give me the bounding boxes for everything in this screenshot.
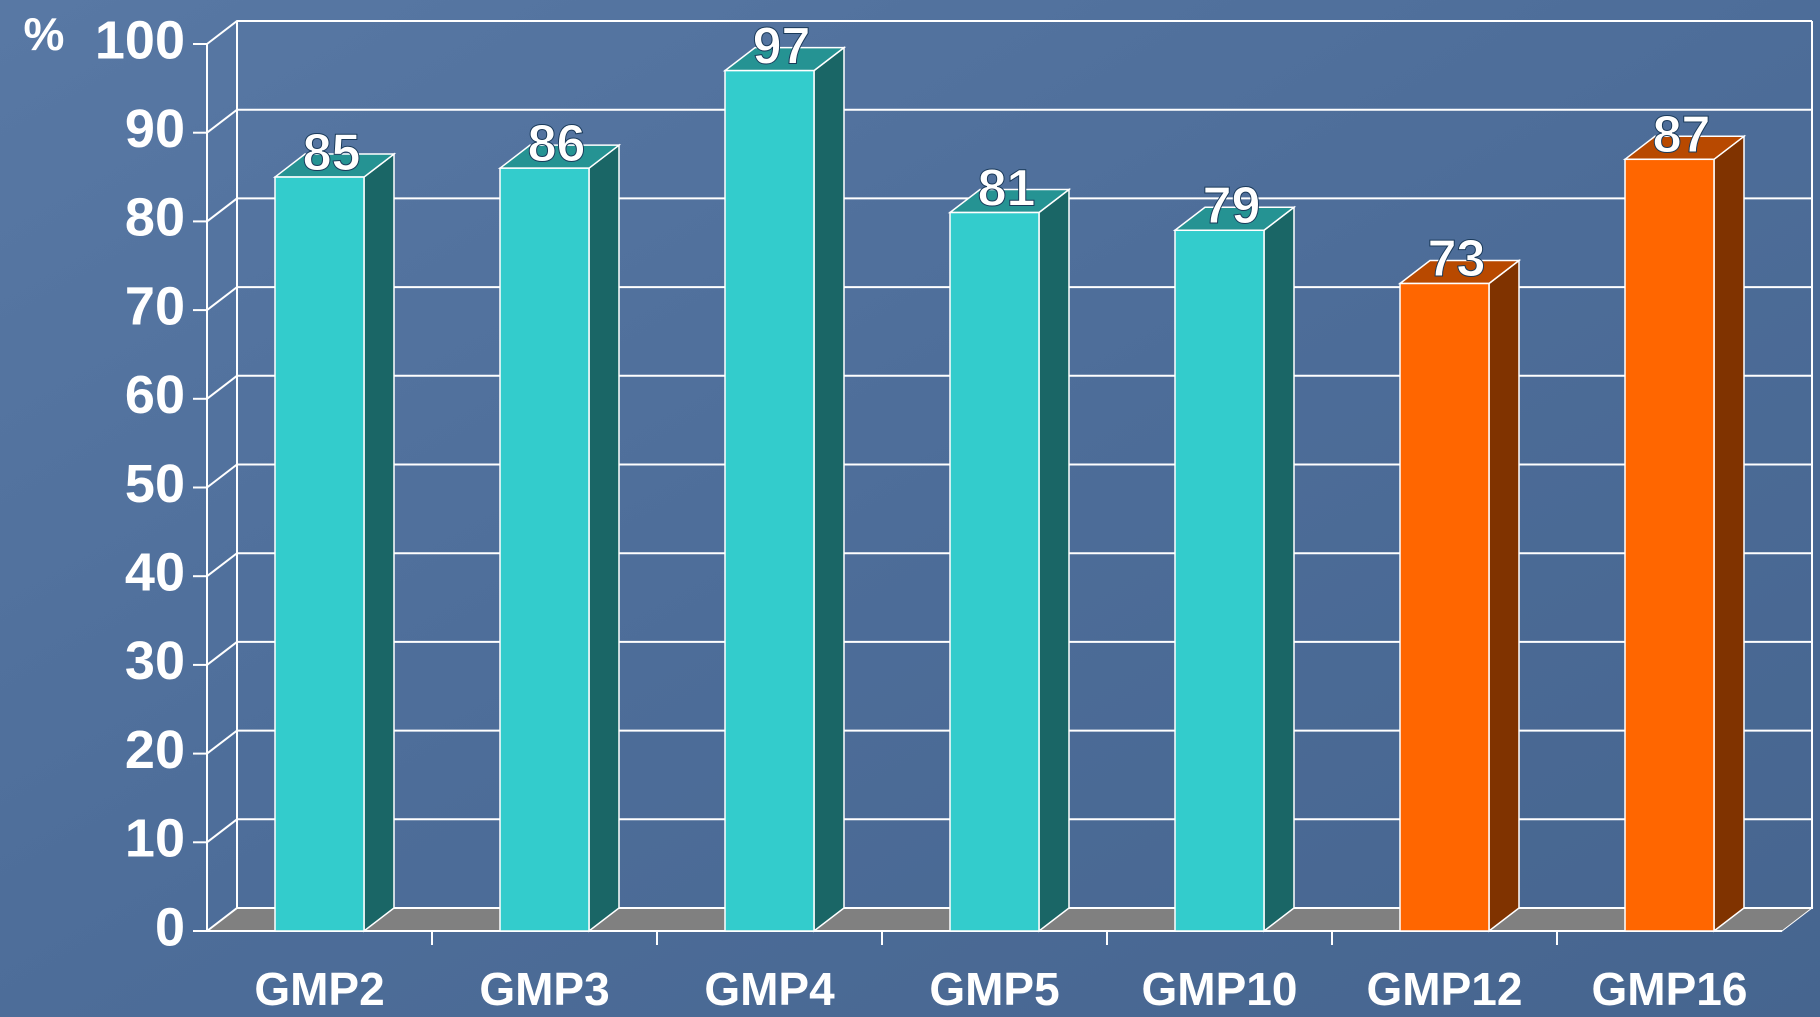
bar-side [1038,188,1070,933]
bar [1624,158,1715,932]
grid-line [206,197,1812,223]
value-label: 87 [1653,106,1711,164]
bar [724,69,815,932]
y-tick-label: 90 [125,99,185,159]
x-tick-label: GMP4 [704,963,835,1015]
y-axis-label: % [24,8,65,60]
y-tick-label: 60 [125,365,185,425]
value-label: 73 [1428,230,1486,288]
bar [949,211,1040,932]
bar-side [588,143,620,933]
y-tick-label: 70 [125,276,185,336]
bar-side [813,46,845,933]
grid-line [206,20,1812,45]
value-label: 86 [528,115,586,173]
x-tick-label: GMP3 [479,963,609,1015]
y-tick-label: 30 [125,631,185,691]
y-tick-label: 20 [125,720,185,780]
bar [1399,282,1490,932]
y-tick-label: 80 [125,188,185,248]
bar-side [1263,205,1295,933]
bar [274,176,365,932]
value-label: 97 [753,17,811,75]
x-tick-label: GMP16 [1592,963,1748,1015]
x-tick-label: GMP5 [929,963,1059,1015]
x-tick-label: GMP2 [254,963,384,1015]
x-tick-label: GMP12 [1367,963,1523,1015]
bar-side [1713,134,1745,933]
y-tick-label: 10 [125,809,185,869]
bar-side [363,152,395,933]
bar-side [1488,258,1520,933]
y-tick-label: 40 [125,542,185,602]
value-label: 79 [1203,177,1261,235]
value-label: 81 [978,159,1036,217]
y-tick-label: 0 [155,897,185,957]
bar [1174,229,1265,932]
bar [499,167,590,932]
x-tick-label: GMP10 [1142,963,1298,1015]
y-tick-label: 50 [125,454,185,514]
grid-line [206,108,1812,134]
value-label: 85 [303,124,361,182]
y-tick-label: 100 [95,10,185,70]
